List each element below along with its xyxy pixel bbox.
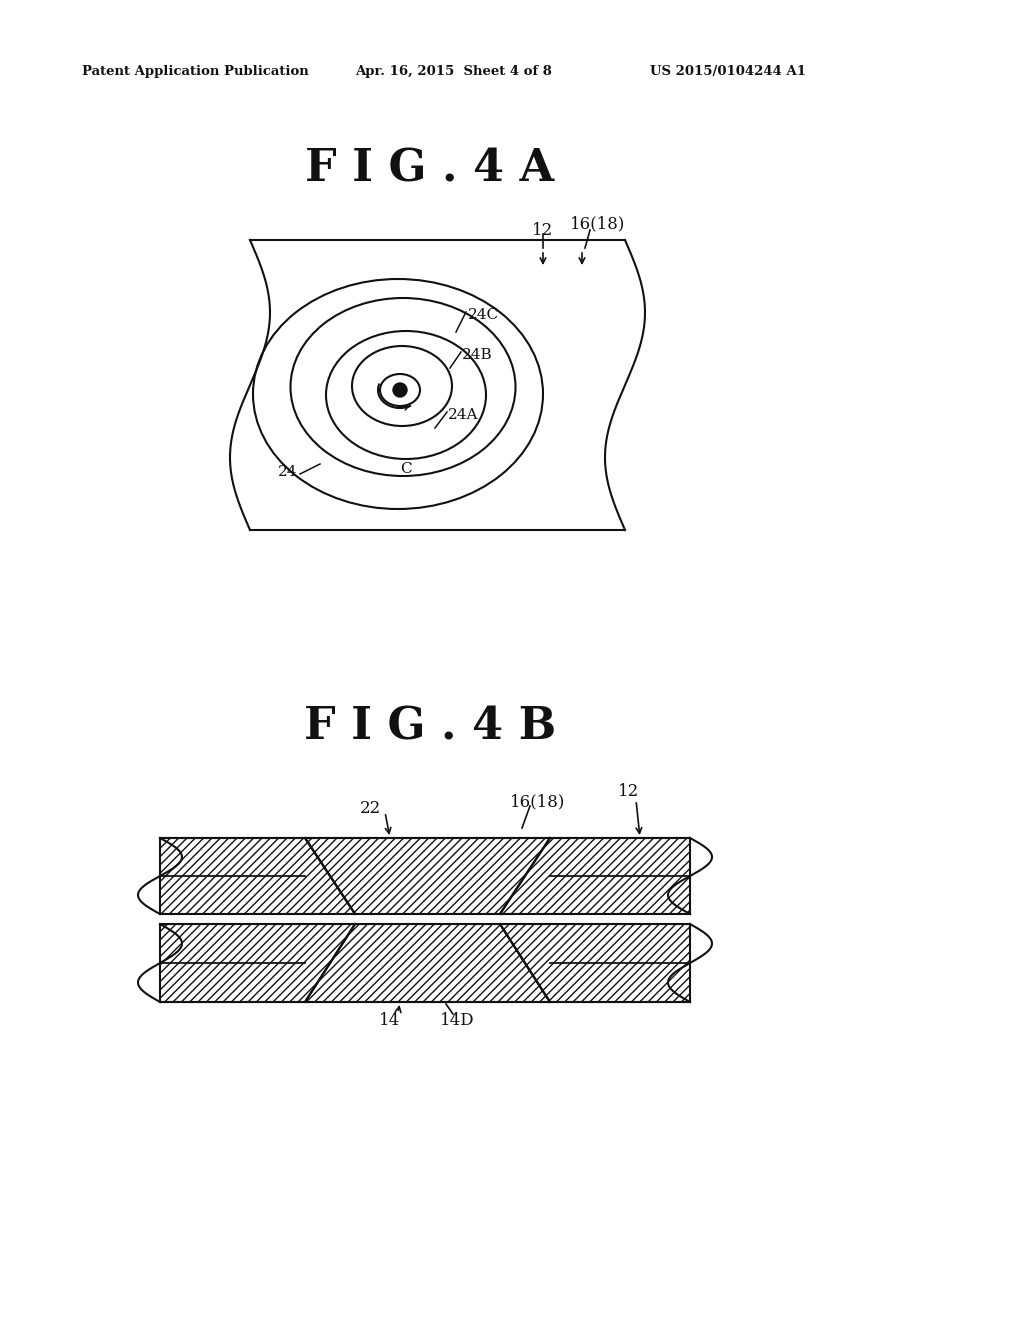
Polygon shape xyxy=(500,924,690,1002)
Text: F I G . 4 B: F I G . 4 B xyxy=(304,705,556,748)
Polygon shape xyxy=(305,924,550,1002)
Polygon shape xyxy=(305,838,550,913)
Text: Apr. 16, 2015  Sheet 4 of 8: Apr. 16, 2015 Sheet 4 of 8 xyxy=(355,65,552,78)
Text: 22: 22 xyxy=(359,800,381,817)
Text: 16(18): 16(18) xyxy=(510,793,565,810)
Text: 14D: 14D xyxy=(440,1012,475,1030)
Polygon shape xyxy=(500,838,690,913)
Text: C: C xyxy=(400,462,412,477)
Text: 12: 12 xyxy=(532,222,554,239)
Text: 12: 12 xyxy=(618,783,639,800)
Text: US 2015/0104244 A1: US 2015/0104244 A1 xyxy=(650,65,806,78)
Text: 16(18): 16(18) xyxy=(570,215,626,232)
Text: 24C: 24C xyxy=(468,308,499,322)
Text: Patent Application Publication: Patent Application Publication xyxy=(82,65,309,78)
Text: F I G . 4 A: F I G . 4 A xyxy=(305,148,555,191)
Circle shape xyxy=(393,383,407,397)
Bar xyxy=(135,913,715,924)
Polygon shape xyxy=(160,924,355,1002)
Text: 24B: 24B xyxy=(462,348,493,362)
Text: 14: 14 xyxy=(379,1012,400,1030)
Text: 24A: 24A xyxy=(449,408,478,422)
Text: 24: 24 xyxy=(278,465,298,479)
Polygon shape xyxy=(160,838,355,913)
